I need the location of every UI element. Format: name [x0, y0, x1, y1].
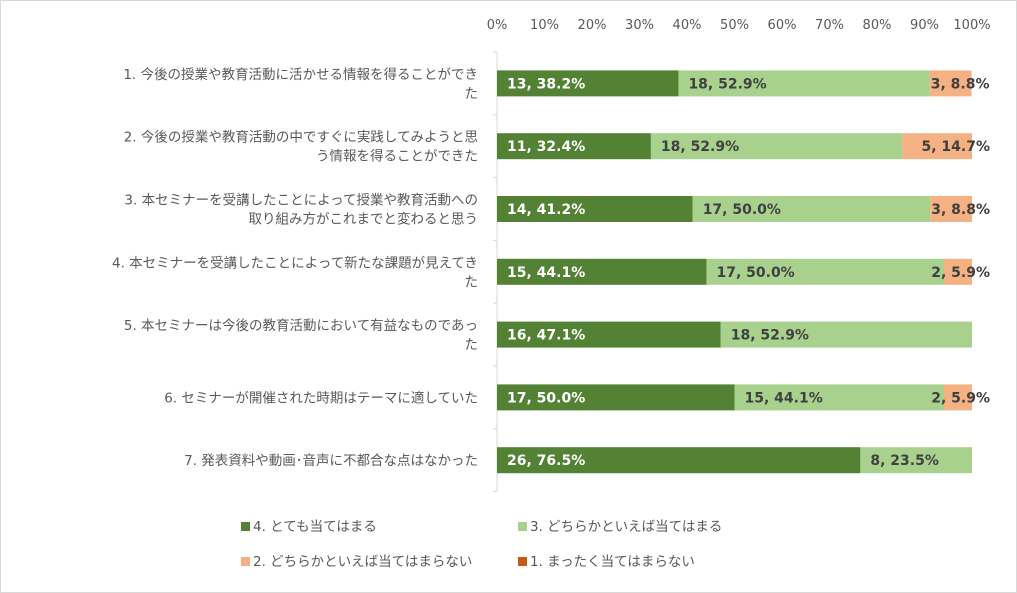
bar-segment[interactable] — [902, 133, 972, 160]
x-tick-label: 80% — [863, 18, 892, 33]
legend-entry[interactable]: 3. どちらかといえば当てはまる — [530, 519, 722, 535]
data-label: 18, 52.9% — [661, 139, 739, 155]
category-label: 4. 本セミナーを受講したことによって新たな課題が見えてきた — [112, 255, 478, 290]
axes: 0% 10% 20% 30% 40% 50% 60% 70% 80% 90% 100% 1. 今後の授… — [112, 18, 991, 493]
x-tick-label: 0% — [487, 18, 508, 33]
category-label: 2. 今後の授業や教育活動の中ですぐに実践してみようと思う情報を得ることができた — [124, 130, 478, 165]
data-label: 8, 23.5% — [870, 453, 939, 469]
category-label: 1. 今後の授業や教育活動に活かせる情報を得ることができた — [123, 66, 478, 102]
legend-entry[interactable]: 2. どちらかといえば当てはまらない — [253, 554, 472, 570]
data-label: 3, 8.8% — [931, 76, 990, 92]
category-label: 5. 本セミナーは今後の教育活動において有益なものであった — [124, 318, 478, 353]
category-label: 7. 発表資料や動画･音声に不都合な点はなかった — [184, 452, 478, 469]
bar-segment[interactable] — [929, 70, 972, 97]
data-label: 2, 5.9% — [931, 390, 990, 406]
bar-segment[interactable] — [943, 384, 972, 411]
bar-segment[interactable] — [734, 384, 944, 411]
bar-segment[interactable] — [720, 321, 972, 348]
data-label: 15, 44.1% — [507, 265, 585, 281]
data-label: 17, 50.0% — [507, 390, 585, 406]
bar-segment[interactable] — [860, 447, 972, 474]
category-label-line: た — [465, 274, 479, 290]
bar-segment[interactable] — [497, 258, 707, 285]
category-label-line: う情報を得ることができた — [316, 148, 478, 165]
data-label: 15, 44.1% — [745, 390, 823, 406]
legend[interactable]: 4. とても当てはまる 3. どちらかといえば当てはまる 2. どちらかといえば当て… — [241, 519, 722, 570]
x-tick-label: 100% — [953, 18, 990, 33]
x-tick-label: 10% — [530, 18, 559, 33]
data-label: 18, 52.9% — [688, 76, 766, 92]
x-tick-label: 40% — [673, 18, 702, 33]
category-label-line: 6. セミナーが開催された時期はテーマに適していた — [164, 389, 478, 406]
legend-swatch — [241, 522, 250, 531]
bar-segment[interactable] — [706, 258, 944, 285]
x-tick-label: 90% — [910, 18, 939, 33]
bar-segment[interactable] — [497, 447, 861, 474]
data-label: 16, 47.1% — [507, 328, 585, 344]
data-label: 3, 8.8% — [931, 202, 990, 218]
bar-segment[interactable] — [497, 133, 651, 160]
data-label: 2, 5.9% — [931, 265, 990, 281]
data-label: 5, 14.7% — [921, 139, 990, 155]
category-label-line: 5. 本セミナーは今後の教育活動において有益なものであっ — [124, 318, 478, 334]
x-tick-label: 20% — [578, 18, 607, 33]
data-label: 26, 76.5% — [507, 453, 585, 469]
bar-segment[interactable] — [678, 70, 930, 97]
legend-swatch — [241, 557, 250, 566]
category-label-line: た — [465, 86, 479, 102]
data-label: 17, 50.0% — [703, 202, 781, 218]
legend-entry[interactable]: 4. とても当てはまる — [253, 519, 377, 535]
x-tick-label: 70% — [815, 18, 844, 33]
bar-segment[interactable] — [497, 321, 721, 348]
category-label-line: 7. 発表資料や動画･音声に不都合な点はなかった — [184, 452, 478, 469]
bars — [497, 70, 972, 474]
bar-segment[interactable] — [497, 384, 735, 411]
bar-segment[interactable] — [497, 196, 693, 222]
category-label: 6. セミナーが開催された時期はテーマに適していた — [164, 389, 478, 406]
legend-swatch — [518, 522, 527, 531]
data-label: 11, 32.4% — [507, 139, 585, 155]
data-label: 17, 50.0% — [716, 265, 794, 281]
category-label-line: 3. 本セミナーを受講したことによって授業や教育活動への — [124, 193, 478, 209]
category-label-line: た — [465, 337, 479, 353]
bar-segment[interactable] — [692, 196, 931, 222]
category-label-line: 4. 本セミナーを受講したことによって新たな課題が見えてき — [112, 255, 478, 271]
category-label: 3. 本セミナーを受講したことによって授業や教育活動への取り組み方がこれまでと変… — [124, 193, 478, 228]
bar-segment[interactable] — [930, 196, 972, 222]
data-labels: 13, 38.2% 18, 52.9% 3, 8.8% 11, 32.4% 18, 52… — [507, 76, 990, 469]
bar-segment[interactable] — [943, 258, 972, 285]
data-label: 13, 38.2% — [507, 76, 585, 92]
category-label-line: 2. 今後の授業や教育活動の中ですぐに実践してみようと思 — [124, 130, 478, 146]
category-label-line: 取り組み方がこれまでと変わると思う — [249, 211, 479, 228]
x-tick-label: 50% — [720, 18, 749, 33]
x-tick-label: 60% — [768, 18, 797, 33]
legend-swatch — [518, 557, 527, 566]
data-label: 18, 52.9% — [731, 328, 809, 344]
data-label: 14, 41.2% — [507, 202, 585, 218]
legend-entry[interactable]: 1. まったく当てはまらない — [530, 554, 695, 570]
bar-segment[interactable] — [650, 133, 903, 160]
category-label-line: 1. 今後の授業や教育活動に活かせる情報を得ることができ — [123, 66, 478, 83]
x-tick-label: 30% — [625, 18, 654, 33]
bar-segment[interactable] — [497, 70, 679, 97]
